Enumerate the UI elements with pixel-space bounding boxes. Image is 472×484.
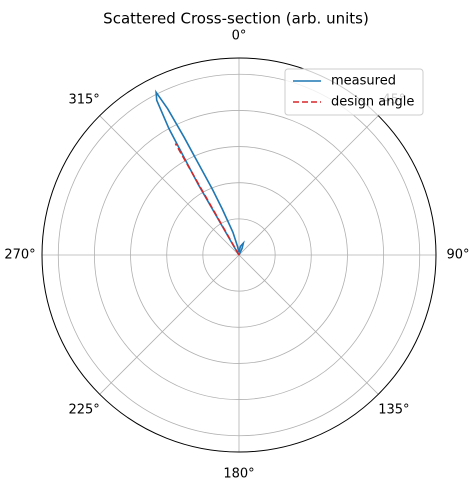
grid-spoke: [238, 254, 379, 395]
legend-label: measured: [331, 74, 396, 89]
polar-frame: [41, 57, 437, 453]
grid-spoke: [238, 115, 379, 256]
legend-label: design angle: [331, 95, 414, 110]
grid-spoke: [99, 115, 240, 256]
theta-tick-label: 315°: [68, 93, 99, 108]
grid-spoke: [99, 254, 240, 395]
theta-tick-label: 225°: [68, 402, 99, 417]
theta-tick-label: 90°: [446, 248, 469, 263]
theta-tick-label: 270°: [4, 248, 35, 263]
series-line: [155, 89, 245, 256]
theta-tick-label: 0°: [232, 29, 247, 44]
series-line: [174, 143, 240, 256]
theta-tick-label: 135°: [378, 402, 409, 417]
chart-title: Scattered Cross-section (arb. units): [103, 10, 369, 28]
theta-tick-label: 180°: [223, 467, 254, 482]
